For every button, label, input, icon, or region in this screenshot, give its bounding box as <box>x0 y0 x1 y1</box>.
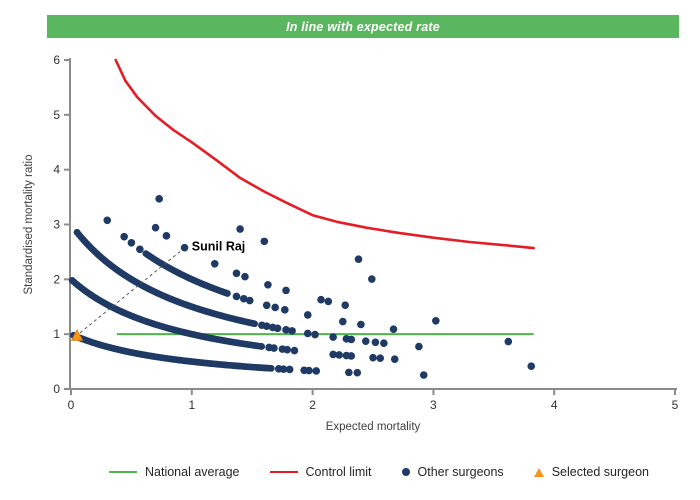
surgeon-point <box>151 223 160 232</box>
surgeon-point <box>251 320 259 328</box>
surgeon-point <box>120 232 128 241</box>
surgeon-point <box>262 301 271 310</box>
surgeon-point <box>260 237 269 246</box>
annotation-leader-line <box>79 249 183 334</box>
legend-label: National average <box>145 465 240 479</box>
x-tick-label: 5 <box>672 398 679 412</box>
surgeon-point <box>367 275 376 283</box>
surgeon-point <box>264 280 272 289</box>
dot-icon <box>401 468 410 476</box>
surgeon-point <box>267 364 275 372</box>
surgeon-point <box>285 365 294 374</box>
surgeon-point <box>236 225 244 233</box>
surgeon-point <box>345 368 353 377</box>
surgeon-point <box>303 311 312 319</box>
surgeon-point <box>305 366 313 375</box>
x-tick-label: 1 <box>188 398 195 412</box>
surgeon-point <box>347 335 356 344</box>
surgeon-point <box>317 295 325 304</box>
annotation-anchor-point <box>181 244 188 251</box>
surgeon-point <box>282 326 290 334</box>
y-tick-label: 4 <box>53 163 60 177</box>
y-tick-label: 3 <box>53 218 60 232</box>
y-tick-label: 1 <box>53 327 60 341</box>
surgeon-point <box>329 350 337 359</box>
red-line-icon <box>269 471 298 473</box>
surgeon-point <box>279 365 288 373</box>
surgeon-point <box>380 339 388 347</box>
surgeon-point <box>353 368 362 377</box>
legend-item-other-surgeons: Other surgeons <box>401 465 504 479</box>
surgeon-point <box>262 322 271 331</box>
surgeon-point <box>162 232 171 240</box>
status-banner: In line with expected rate <box>47 15 679 38</box>
surgeon-point <box>335 351 343 359</box>
green-line-icon <box>109 471 137 473</box>
legend-label: Control limit <box>305 465 372 479</box>
surgeon-point <box>271 303 279 312</box>
surgeon-point <box>415 342 423 351</box>
surgeon-point <box>324 297 333 306</box>
surgeon-point <box>341 301 350 309</box>
x-tick-label: 2 <box>309 398 316 412</box>
x-tick-label: 0 <box>68 398 75 412</box>
surgeon-point <box>361 337 370 345</box>
surgeon-point <box>376 354 385 362</box>
surgeon-point <box>232 269 241 278</box>
surgeon-point <box>239 294 248 303</box>
legend-item-selected-surgeon: Selected surgeon <box>533 465 649 479</box>
surgeon-point <box>232 292 241 301</box>
legend-label: Selected surgeon <box>551 465 649 479</box>
legend: National average Control limit Other sur… <box>0 457 700 487</box>
surgeon-point <box>432 316 440 325</box>
surgeon-point <box>504 337 513 346</box>
surgeon-point <box>357 320 365 329</box>
legend-label: Other surgeons <box>417 465 504 479</box>
control-limit-line <box>114 58 535 250</box>
surgeon-point <box>312 367 321 375</box>
surgeon-point <box>303 329 312 338</box>
surgeon-point <box>329 333 337 341</box>
x-axis-title: Expected mortality <box>326 421 421 433</box>
surgeon-point <box>155 195 163 203</box>
legend-item-control-limit: Control limit <box>269 465 372 479</box>
surgeon-point <box>390 355 399 363</box>
x-tick-label: 4 <box>551 398 558 412</box>
surgeon-point <box>527 362 536 371</box>
surgeon-point <box>245 296 254 305</box>
surgeon-point <box>371 338 380 347</box>
surgeon-point <box>419 371 428 379</box>
surgeon-point <box>241 272 249 281</box>
surgeon-point <box>136 245 144 254</box>
surgeon-point <box>127 238 136 247</box>
surgeon-point <box>288 327 296 335</box>
surgeon-point <box>283 345 292 354</box>
surgeon-point <box>290 346 299 355</box>
surgeon-point <box>273 324 282 333</box>
triangle-icon <box>533 467 544 477</box>
y-tick-label: 2 <box>53 272 60 286</box>
y-tick-label: 0 <box>53 382 60 396</box>
surgeon-point <box>339 317 347 326</box>
funnel-plot: 0 1 2 3 4 5 6 0 1 2 3 4 5 Standardised mortality rati… <box>23 53 679 433</box>
annotation-label: Sunil Raj <box>192 239 245 253</box>
y-tick-label: 5 <box>53 108 60 122</box>
surgeon-point <box>210 260 219 268</box>
y-axis-title: Standardised mortality ratio <box>23 155 35 295</box>
surgeon-point <box>347 352 356 360</box>
surgeon-point <box>282 286 290 295</box>
surgeon-point <box>270 344 278 352</box>
surgeon-point <box>369 353 377 362</box>
x-tick-label: 3 <box>430 398 437 412</box>
surgeon-point <box>389 325 398 334</box>
surgeon-point <box>103 216 112 225</box>
surgeon-point <box>311 330 319 339</box>
surgeon-point <box>354 255 363 264</box>
legend-item-national-average: National average <box>109 465 240 479</box>
surgeon-point <box>224 290 231 297</box>
selected-surgeon-marker <box>70 328 84 341</box>
surgeon-point <box>258 343 266 350</box>
surgeon-point <box>281 306 289 314</box>
y-tick-label: 6 <box>53 53 60 67</box>
